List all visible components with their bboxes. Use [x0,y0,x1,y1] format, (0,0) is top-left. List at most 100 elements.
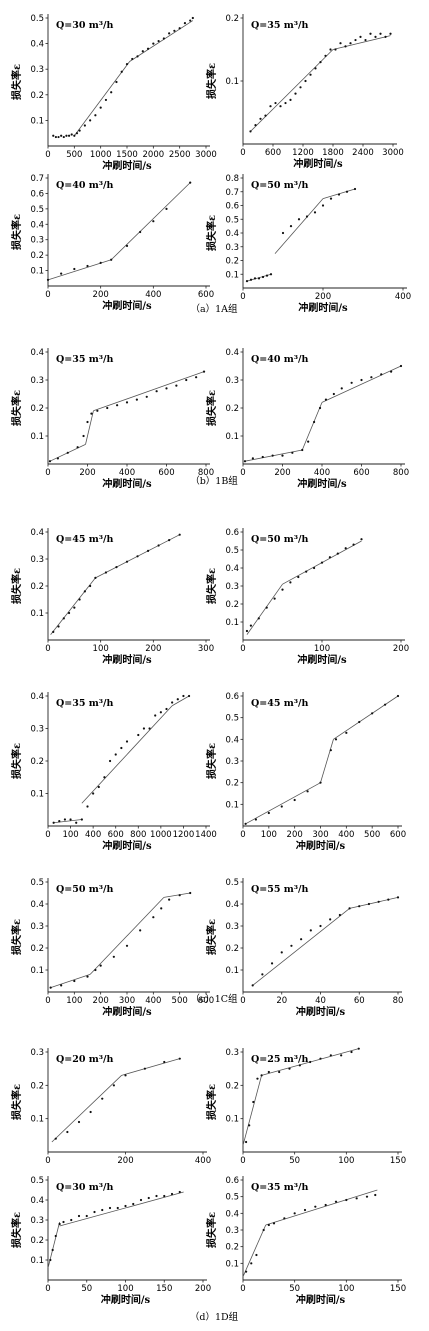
data-point [178,27,181,30]
x-tick-label: 2400 [352,148,374,158]
data-point [253,277,257,280]
flow-rate-label: Q=40 m³/h [251,354,308,365]
data-point [350,381,353,384]
data-point [99,106,102,109]
y-tick-label: 0.6 [225,1176,239,1186]
data-point [154,714,157,717]
y-tick-label: 0.4 [30,348,44,358]
data-point [370,376,373,379]
data-point [304,79,307,83]
data-point [137,733,140,737]
y-tick-label: 0.4 [225,735,239,745]
y-axis-label: 损失率ε [205,215,218,251]
y-tick-label: 0.3 [225,1048,239,1058]
data-point [299,86,302,89]
data-point [108,1206,112,1210]
data-point [141,50,144,53]
data-point [261,973,264,976]
data-point [271,454,274,457]
data-point [248,1124,251,1127]
fit-line [47,1221,61,1269]
data-point [52,821,55,824]
y-tick-label: 0.1 [225,432,239,442]
data-point [62,135,65,139]
data-point [364,38,367,42]
fit-line [274,198,324,254]
x-tick-label: 100 [314,644,330,654]
data-point [178,894,181,897]
x-tick-label: 400 [145,290,161,300]
chart-5: 0 200 400 600 800 0.1 0.2 0.3 0.4 Q=35 m³/h 损失率ε 冲刷… [10,348,214,490]
fit-line [85,410,94,445]
data-point [152,916,155,919]
data-point [293,798,296,802]
x-tick-label: 0 [45,290,50,300]
data-point [57,135,60,139]
data-point [93,1210,96,1214]
data-point [110,258,113,261]
data-point [270,962,274,965]
data-point [313,420,316,424]
y-tick-label: 0.2 [30,757,44,767]
data-point [70,133,73,136]
x-axis-label: 冲刷时间/s [102,299,152,312]
x-tick-label: 2000 [143,150,165,160]
data-point [104,571,108,574]
y-tick-label: 0.1 [225,77,239,87]
chart-11: 0 100 200 300 400 500 600 0.1 0.2 0.3 0.4 0.5 Q=50 m… [10,878,214,1018]
data-point [243,460,247,463]
y-tick-label: 0.5 [30,14,44,24]
data-point [125,740,129,743]
data-point [171,701,174,704]
y-tick-label: 0.1 [30,267,44,277]
data-point [374,35,377,39]
y-tick-label: 0.2 [30,91,44,101]
chart-1: 0 500 1000 1500 2000 2500 3000 0.1 0.2 0.3 0.4 0.5 Q… [10,14,217,172]
x-tick-label: 300 [198,644,214,654]
flow-rate-label: Q=35 m³/h [251,1182,308,1193]
data-point [125,401,129,404]
data-point [86,975,89,978]
data-point [389,32,392,35]
x-tick-label: 1200 [292,148,314,158]
flow-rate-label: Q=20 m³/h [56,1054,113,1065]
data-point [289,225,293,228]
data-point [374,1193,377,1197]
y-tick-label: 0.5 [225,215,239,225]
data-point [120,746,123,750]
flow-rate-label: Q=45 m³/h [56,534,113,545]
y-tick-label: 0.2 [30,582,44,592]
data-point [244,822,247,825]
fit-line [250,49,334,132]
y-tick-label: 0.6 [225,528,239,538]
x-tick-label: 600 [198,996,214,1006]
y-axis-label: 损失率ε [10,1084,23,1120]
chart-15: 0 50 100 150 200 0.1 0.2 0.3 0.4 0.5 Q=30 m³/h 损失率ε… [10,1176,211,1306]
x-tick-label: 200 [287,830,303,840]
x-tick-label: 20 [276,996,287,1006]
x-axis-label: 冲刷时间/s [102,477,152,490]
data-point [54,1137,57,1140]
data-point [125,244,129,247]
data-point [183,22,187,25]
x-tick-label: 0 [45,830,50,840]
data-point [290,944,293,947]
data-point [155,390,158,393]
x-tick-label: 0 [240,148,245,158]
data-point [189,181,192,184]
y-tick-label: 0.1 [225,618,239,628]
data-point [383,703,387,706]
chart-13: 0 200 400 0.1 0.2 0.3 Q=20 m³/h 损失率ε [10,1048,211,1166]
data-point [66,1130,69,1134]
y-tick-label: 0.2 [225,1243,239,1253]
fit-line [110,182,191,261]
flow-rate-label: Q=25 m³/h [251,1054,308,1065]
data-point [110,91,113,94]
data-point [82,434,85,438]
x-tick-label: 40 [315,996,326,1006]
y-axis-label: 损失率ε [205,1084,218,1120]
data-point [185,378,188,382]
data-point [160,907,163,910]
y-tick-label: 0.2 [225,14,239,24]
data-point [86,420,89,424]
